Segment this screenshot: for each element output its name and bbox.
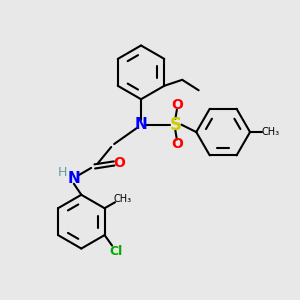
Text: N: N	[68, 171, 80, 186]
Text: N: N	[135, 117, 147, 132]
Text: Cl: Cl	[109, 245, 123, 258]
Text: O: O	[171, 137, 183, 151]
Text: CH₃: CH₃	[262, 127, 280, 137]
Text: O: O	[171, 98, 183, 112]
Text: CH₃: CH₃	[113, 194, 132, 204]
Text: H: H	[58, 166, 67, 179]
Text: O: O	[113, 156, 125, 170]
Text: S: S	[169, 116, 181, 134]
